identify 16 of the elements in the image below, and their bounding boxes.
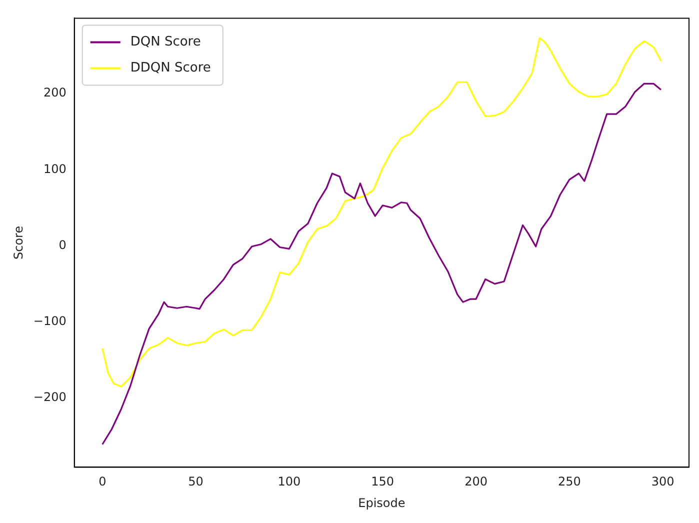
x-tick-label: 100 [278, 474, 301, 489]
x-tick-label: 50 [188, 474, 204, 489]
x-tick-label: 300 [651, 474, 674, 489]
y-tick-label: −200 [33, 390, 66, 404]
x-tick-label: 150 [371, 474, 394, 489]
x-axis-title: Episode [358, 496, 406, 510]
y-tick-label: 100 [43, 162, 66, 176]
x-tick-label: 0 [98, 474, 106, 489]
y-axis-title: Score [11, 226, 26, 260]
legend-label: DDQN Score [130, 60, 211, 76]
y-tick-label: 200 [43, 86, 66, 100]
y-tick-label: 0 [58, 238, 66, 252]
legend-label: DQN Score [130, 34, 201, 50]
x-tick-label: 250 [558, 474, 581, 489]
x-tick-label: 200 [464, 474, 488, 489]
y-tick-label: −100 [33, 314, 66, 328]
